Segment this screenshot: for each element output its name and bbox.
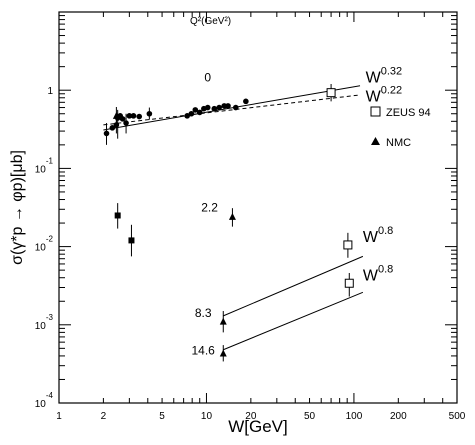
circle-point <box>216 104 222 111</box>
x-tick-label: 10 <box>201 411 213 422</box>
y-tick-exponent: -2 <box>46 235 54 244</box>
circle-point <box>146 110 153 117</box>
triangle-point <box>228 212 236 220</box>
circle-point <box>232 104 239 111</box>
y-tick-label: 10-4 <box>35 391 54 410</box>
open-square-point <box>326 88 336 98</box>
triangle-point <box>219 349 227 357</box>
q2-label-3: 8.3 <box>195 306 212 320</box>
y-axis-label: σ(γ*p → φp)[μb] <box>9 150 26 265</box>
filled-square-point <box>128 237 135 244</box>
open-square-point <box>344 278 354 288</box>
y-tick-label: 1 <box>47 86 53 97</box>
y-tick-base: 10 <box>35 164 47 175</box>
fit-label-3: W0.8 <box>363 225 393 246</box>
circle-point <box>243 98 249 105</box>
x-tick-label: 100 <box>346 411 363 422</box>
fit-label-4: W0.8 <box>363 263 393 284</box>
circle-point <box>196 109 203 116</box>
q2-header-label: Q²(GeV²) <box>190 16 231 27</box>
filled-square-point <box>114 212 121 219</box>
x-tick-label: 2 <box>101 411 107 422</box>
x-tick-label: 5 <box>159 411 165 422</box>
triangle-point <box>112 111 120 119</box>
y-tick-label: 10-1 <box>35 156 54 175</box>
circle-point <box>184 113 190 119</box>
circle-point <box>225 103 231 109</box>
q2-label-4: 14.6 <box>191 343 215 357</box>
x-tick-label: 1 <box>56 411 62 422</box>
fit-label-base: W <box>363 267 379 284</box>
circle-point <box>204 104 211 111</box>
fit-label-base: W <box>366 88 382 105</box>
x-tick-label: 50 <box>304 411 316 422</box>
fit-label-exponent: 0.8 <box>378 263 393 275</box>
circle-point <box>119 116 126 122</box>
fit-line-4 <box>223 291 364 351</box>
y-tick-exponent: -4 <box>46 391 54 400</box>
fit-label-exponent: 0.32 <box>381 66 402 78</box>
fit-line-2 <box>103 94 361 126</box>
x-tick-label: 20 <box>245 411 257 422</box>
data-points <box>103 84 354 362</box>
y-tick-exponent: -1 <box>46 156 54 165</box>
fit-label-base: W <box>366 70 382 87</box>
q2-label-1: 0 <box>204 70 211 84</box>
circle-point <box>123 120 129 126</box>
legend-zeus-label: ZEUS 94 <box>386 107 431 119</box>
q2-label-2: 2.2 <box>201 201 218 215</box>
fit-label-exponent: 0.8 <box>378 225 393 237</box>
x-tick-label: 500 <box>449 411 466 422</box>
legend: ZEUS 94 NMC <box>370 106 431 149</box>
fit-label-1: W0.32 <box>366 66 403 87</box>
circle-point <box>130 113 137 119</box>
y-tick-base: 10 <box>35 243 47 254</box>
plot-frame <box>58 11 458 404</box>
fit-label-exponent: 0.22 <box>381 84 402 96</box>
circle-point <box>211 105 218 112</box>
triangle-point <box>219 317 227 325</box>
legend-nmc-label: NMC <box>386 137 411 149</box>
open-square-point <box>343 240 353 250</box>
circle-point <box>136 113 143 120</box>
fit-line-3 <box>223 255 364 317</box>
circle-point <box>126 113 133 119</box>
fit-label-base: W <box>363 229 379 246</box>
y-tick-base: 10 <box>35 399 47 410</box>
circle-point <box>188 110 195 117</box>
fit-lines <box>103 85 364 351</box>
fit-label-2: W0.22 <box>366 84 403 105</box>
circle-point <box>109 125 116 131</box>
x-axis-label: W[GeV] <box>228 417 288 436</box>
y-tick-exponent: -3 <box>46 313 54 322</box>
circle-point <box>103 130 110 137</box>
circle-point <box>192 107 199 113</box>
legend-nmc-marker <box>371 137 380 145</box>
y-tick-base: 10 <box>35 321 47 332</box>
fit-line-1 <box>103 85 361 131</box>
x-tick-label: 200 <box>390 411 407 422</box>
y-tick-label: 10-2 <box>35 235 54 254</box>
y-tick-label: 10-3 <box>35 313 54 332</box>
legend-zeus-marker <box>370 106 381 117</box>
